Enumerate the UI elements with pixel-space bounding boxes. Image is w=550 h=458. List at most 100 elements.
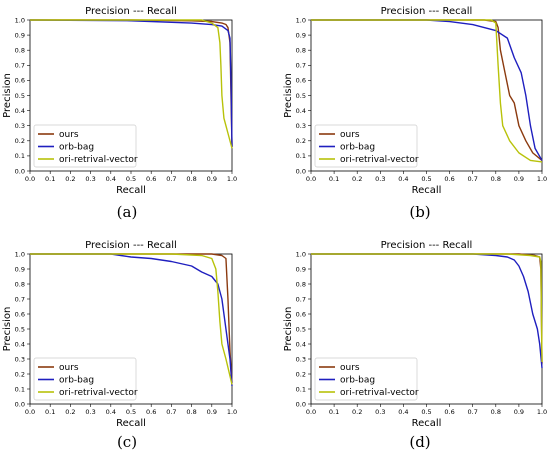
series-line-ori-retrival-vector [30,19,233,149]
y-tick-label: 0.5 [296,92,306,100]
x-tick-label: 0.4 [106,408,116,416]
legend-label: ours [340,130,360,140]
legend-label: ori-retrival-vector [59,155,138,165]
x-axis-label: Recall [412,418,442,429]
y-axis-label: Precision [283,73,294,118]
x-tick-label: 0.3 [85,408,95,416]
x-tick-label: 0.3 [375,175,385,183]
legend-label: ours [59,130,79,140]
legend-box [33,357,137,401]
series-line-orb-bag [29,19,233,147]
x-tick-label: 0.2 [352,408,362,416]
legend-label: orb-bag [59,376,94,386]
series-line-ori-retrival-vector [30,253,233,385]
y-axis-label: Precision [283,307,294,352]
x-tick-label: 0.2 [65,175,75,183]
x-tick-label: 0.6 [146,175,156,183]
y-tick-label: 0.6 [15,77,25,85]
series-line-orb-bag [311,19,543,161]
y-tick-label: 0.5 [296,325,306,333]
x-tick-label: 0.8 [186,408,196,416]
series-line-orb-bag [30,253,233,387]
y-tick-label: 0.8 [15,47,25,55]
x-tick-label: 0.8 [491,408,501,416]
y-tick-label: 0.2 [15,370,25,378]
chart-panel-3: Precision --- Recall 0.0 0.1 0.2 0.3 0.4 0.5 0.… [283,240,547,451]
x-tick-label: 0.4 [398,408,408,416]
x-axis-label: Recall [116,418,146,429]
y-tick-label: 0.1 [296,385,306,393]
chart-panel-1: Precision --- Recall 0.0 0.1 0.2 0.3 0.4 0.5 0.… [283,6,547,221]
legend-label: orb-bag [340,143,375,153]
x-tick-label: 0.3 [375,408,385,416]
x-tick-label: 0.6 [146,408,156,416]
x-tick-label: 0.5 [421,175,431,183]
y-tick-label: 0.4 [296,107,306,115]
y-tick-label: 0.4 [15,107,25,115]
y-tick-label: 0.3 [296,122,306,130]
y-tick-label: 0.7 [15,62,25,70]
y-tick-label: 0.0 [296,400,306,408]
y-tick-label: 0.7 [15,295,25,303]
x-tick-label: 1.0 [227,175,237,183]
y-tick-label: 0.8 [296,47,306,55]
x-tick-label: 0.8 [186,175,196,183]
y-tick-label: 0.3 [15,355,25,363]
legend-box [314,357,418,401]
chart-title: Precision --- Recall [85,6,177,17]
x-tick-label: 0.1 [329,175,339,183]
x-tick-label: 0.1 [45,175,55,183]
x-tick-label: 0.4 [106,175,116,183]
y-tick-label: 0.2 [296,137,306,145]
x-tick-label: 0.4 [398,175,408,183]
panel-caption: (b) [409,203,430,221]
panel-caption: (c) [117,433,137,451]
x-tick-label: 0.7 [468,408,478,416]
x-tick-label: 0.5 [126,175,136,183]
y-tick-label: 0.6 [296,77,306,85]
y-tick-label: 0.2 [296,370,306,378]
y-axis-label: Precision [2,73,13,118]
series-line-ori-retrival-vector [311,253,543,363]
legend-box [314,124,418,168]
chart-panel-2: Precision --- Recall 0.0 0.1 0.2 0.3 0.4 0.5 0.… [2,240,237,451]
y-tick-label: 0.4 [15,340,25,348]
x-tick-label: 0.0 [25,175,35,183]
x-tick-label: 0.9 [207,408,217,416]
y-tick-label: 1.0 [15,16,25,24]
y-tick-label: 0.7 [296,295,306,303]
x-tick-label: 0.3 [85,175,95,183]
chart-title: Precision --- Recall [381,6,473,17]
chart-panel-0: Precision --- Recall 0.0 0.1 0.2 0.3 0.4 0.5 0.… [2,6,237,221]
legend-label: orb-bag [59,143,94,153]
y-tick-label: 0.1 [296,152,306,160]
y-tick-label: 0.9 [296,31,306,39]
x-tick-label: 0.9 [514,408,524,416]
y-tick-label: 0.0 [296,167,306,175]
y-tick-label: 0.1 [15,152,25,160]
legend-label: ori-retrival-vector [340,155,419,165]
y-tick-label: 0.5 [15,92,25,100]
x-tick-label: 0.7 [166,408,176,416]
y-tick-label: 0.8 [296,280,306,288]
y-tick-label: 0.4 [296,340,306,348]
y-tick-label: 0.5 [15,325,25,333]
y-tick-label: 0.3 [15,122,25,130]
legend-box [33,124,137,168]
x-tick-label: 0.9 [514,175,524,183]
y-tick-label: 0.6 [296,310,306,318]
y-tick-label: 0.1 [15,385,25,393]
x-tick-label: 0.1 [329,408,339,416]
x-tick-label: 0.2 [352,175,362,183]
x-tick-label: 0.5 [126,408,136,416]
y-tick-label: 0.0 [15,167,25,175]
y-tick-label: 0.2 [15,137,25,145]
x-tick-label: 0.7 [166,175,176,183]
y-tick-label: 0.7 [296,62,306,70]
series-line-ours [30,253,233,384]
y-tick-label: 0.3 [296,355,306,363]
x-tick-label: 0.7 [468,175,478,183]
x-tick-label: 0.0 [306,175,316,183]
y-tick-label: 0.6 [15,310,25,318]
